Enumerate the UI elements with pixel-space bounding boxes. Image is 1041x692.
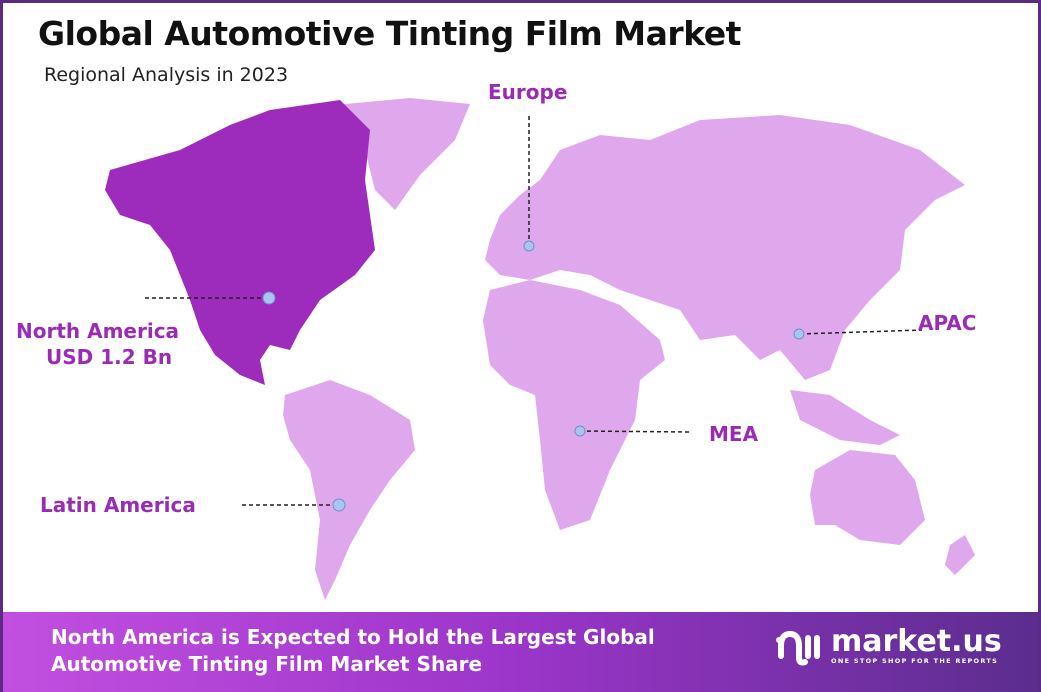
logo-tagline: ONE STOP SHOP FOR THE REPORTS — [831, 657, 999, 665]
southeast-asia-islands — [790, 390, 900, 445]
logo-brand: market.us — [831, 624, 1002, 659]
new-zealand — [945, 535, 975, 575]
north-america-region — [105, 100, 375, 385]
mea-leader — [579, 430, 691, 433]
page-title: Global Automotive Tinting Film Market — [38, 14, 741, 53]
label-europe: Europe — [488, 80, 568, 104]
apac-marker — [793, 328, 805, 340]
footer-banner: North America is Expected to Hold the La… — [3, 612, 1038, 692]
label-north-america-value: USD 1.2 Bn — [46, 345, 173, 369]
apac-leader — [799, 329, 923, 335]
north-america-marker — [262, 291, 276, 305]
footer-line-1: North America is Expected to Hold the La… — [51, 625, 655, 649]
greenland — [335, 98, 470, 210]
australia — [810, 450, 925, 545]
eurasia — [485, 115, 965, 380]
market-us-logo: market.us ONE STOP SHOP FOR THE REPORTS — [775, 626, 1002, 666]
south-america — [283, 380, 415, 600]
africa — [483, 280, 665, 530]
label-mea: MEA — [709, 422, 759, 446]
mea-marker — [574, 425, 586, 437]
footer-line-2: Automotive Tinting Film Market Share — [51, 652, 483, 676]
label-latin-america: Latin America — [40, 493, 196, 517]
logo-mark-icon — [776, 630, 820, 666]
label-north-america: North America — [16, 319, 180, 343]
page-subtitle: Regional Analysis in 2023 — [44, 64, 289, 86]
latin-america-marker — [332, 498, 346, 512]
footer-text: North America is Expected to Hold the La… — [51, 624, 655, 678]
europe-marker — [523, 240, 535, 252]
world-map — [105, 98, 975, 600]
label-apac: APAC — [918, 311, 977, 335]
